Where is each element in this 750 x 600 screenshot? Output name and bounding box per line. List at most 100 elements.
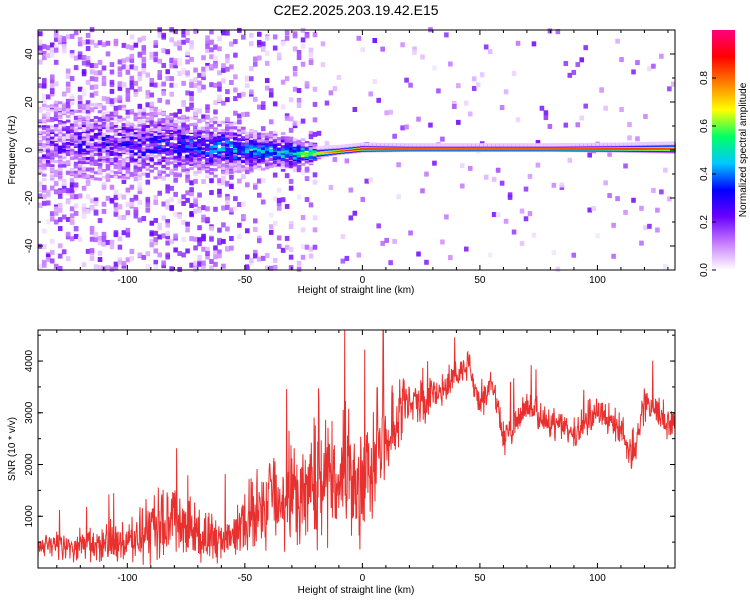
- spectrogram-cell: [149, 231, 155, 237]
- spectrogram-cell: [69, 33, 75, 39]
- spectrogram-cell: [61, 214, 67, 220]
- spectrogram-cell: [45, 152, 51, 156]
- spectrogram-cell: [205, 216, 210, 222]
- spectrogram-cell: [149, 128, 155, 132]
- spectrogram-cell: [105, 158, 111, 162]
- spectrogram-cell: [101, 113, 107, 119]
- spectrogram-cell: [93, 177, 99, 181]
- spectrogram-cell: [97, 152, 103, 156]
- spectrogram-cell: [308, 246, 314, 252]
- spectrogram-cell: [65, 84, 71, 90]
- spectrogram-cell: [73, 132, 79, 138]
- spectrogram-cell: [233, 144, 238, 148]
- spectrogram-cell: [109, 170, 115, 174]
- spectrogram-cell: [157, 97, 163, 103]
- spectrogram-cell: [519, 240, 525, 246]
- spectrogram-cell: [237, 170, 242, 174]
- spectrogram-cell: [165, 231, 170, 237]
- spectrogram-cell: [101, 126, 107, 130]
- spectrogram-cell: [487, 49, 493, 55]
- spectrogram-cell: [440, 136, 445, 142]
- spectrogram-cell: [201, 141, 206, 145]
- spectrogram-cell: [45, 94, 51, 100]
- spectrogram-cell: [292, 71, 298, 77]
- spectrogram-cell: [205, 206, 210, 212]
- spectrogram-cell: [205, 62, 210, 68]
- spectrogram-cell: [57, 120, 63, 124]
- spectrogram-cell: [356, 35, 362, 41]
- spectrogram-cell: [280, 160, 286, 164]
- spectrogram-cell: [241, 201, 246, 207]
- spectrogram-cell: [169, 154, 174, 158]
- spectrogram-cell: [249, 167, 254, 171]
- spectrogram-cell: [499, 143, 505, 147]
- spectrogram-cell: [77, 118, 83, 122]
- spectrogram-cell: [38, 164, 43, 168]
- spectrogram-cell: [249, 41, 254, 47]
- spectrogram-cell: [38, 181, 43, 187]
- spectrogram-cell: [125, 142, 131, 146]
- spectrogram-cell: [77, 154, 83, 158]
- spectrogram-cell: [153, 128, 159, 132]
- spectrogram-cell: [583, 45, 589, 51]
- spectrogram-cell: [117, 165, 123, 171]
- spectrogram-cell: [113, 38, 119, 44]
- spectrogram-cell: [117, 259, 123, 265]
- spectrogram-cell: [272, 45, 278, 51]
- spectrogram-cell: [181, 29, 186, 35]
- spectrogram-cell: [77, 132, 83, 136]
- spectrogram-cell: [85, 79, 91, 85]
- spectrogram-cell: [41, 143, 47, 147]
- spectrogram-cell: [121, 138, 127, 142]
- spectrogram-cell: [49, 147, 55, 151]
- spectrogram-cell: [177, 129, 182, 133]
- spectrogram-cell: [161, 260, 166, 266]
- spectrogram-cell: [209, 157, 214, 161]
- spectrogram-cell: [173, 146, 178, 150]
- spectrogram-cell: [121, 104, 127, 108]
- spectrogram-cell: [121, 117, 127, 121]
- spectrogram-cell: [408, 230, 413, 236]
- spectrogram-cell: [221, 154, 226, 158]
- spectrogram-cell: [237, 137, 242, 141]
- spectrogram-cell: [165, 184, 170, 190]
- spectrogram-cell: [125, 232, 131, 238]
- spectrogram-cell: [272, 196, 278, 202]
- spectrogram-cell: [105, 113, 111, 119]
- spectrogram-cell: [268, 144, 274, 148]
- spectrogram-cell: [507, 192, 513, 198]
- spectrogram-cell: [101, 142, 107, 146]
- spectrogram-cell: [304, 149, 310, 153]
- spectrogram-cell: [292, 120, 298, 126]
- spectrogram-cell: [133, 194, 139, 200]
- spectrogram-cell: [221, 163, 226, 167]
- spectrogram-cell: [109, 150, 115, 154]
- spectrogram-cell: [133, 80, 139, 86]
- spectrogram-cell: [384, 142, 389, 146]
- spectrogram-cell: [125, 92, 131, 98]
- spectrogram-cell: [252, 61, 258, 67]
- spectrogram-cell: [197, 140, 202, 144]
- spectrogram-cell: [209, 131, 214, 135]
- spectrogram-cell: [272, 101, 278, 107]
- spectrogram-cell: [57, 160, 63, 166]
- spectrogram-cell: [93, 150, 99, 156]
- spectrogram-cell: [65, 136, 71, 140]
- spectrogram-cell: [133, 176, 139, 182]
- spectrogram-cell: [245, 166, 250, 170]
- spectrogram-cell: [245, 145, 250, 149]
- spectrogram-cell: [491, 212, 497, 218]
- spectrogram-cell: [38, 203, 43, 209]
- spectrogram-cell: [129, 132, 135, 136]
- spectrogram-cell: [38, 168, 43, 172]
- spectrogram-cell: [177, 120, 182, 124]
- spectrogram-cell: [45, 52, 51, 58]
- spectrogram-cell: [121, 58, 127, 64]
- spectrogram-cell: [81, 135, 87, 139]
- spectrogram-cell: [225, 204, 230, 210]
- spectrogram-cell: [177, 214, 182, 220]
- spectrogram-cell: [241, 130, 246, 134]
- spectrogram-cell: [197, 151, 202, 155]
- spectrogram-cell: [161, 134, 166, 138]
- spectrogram-cell: [113, 171, 119, 175]
